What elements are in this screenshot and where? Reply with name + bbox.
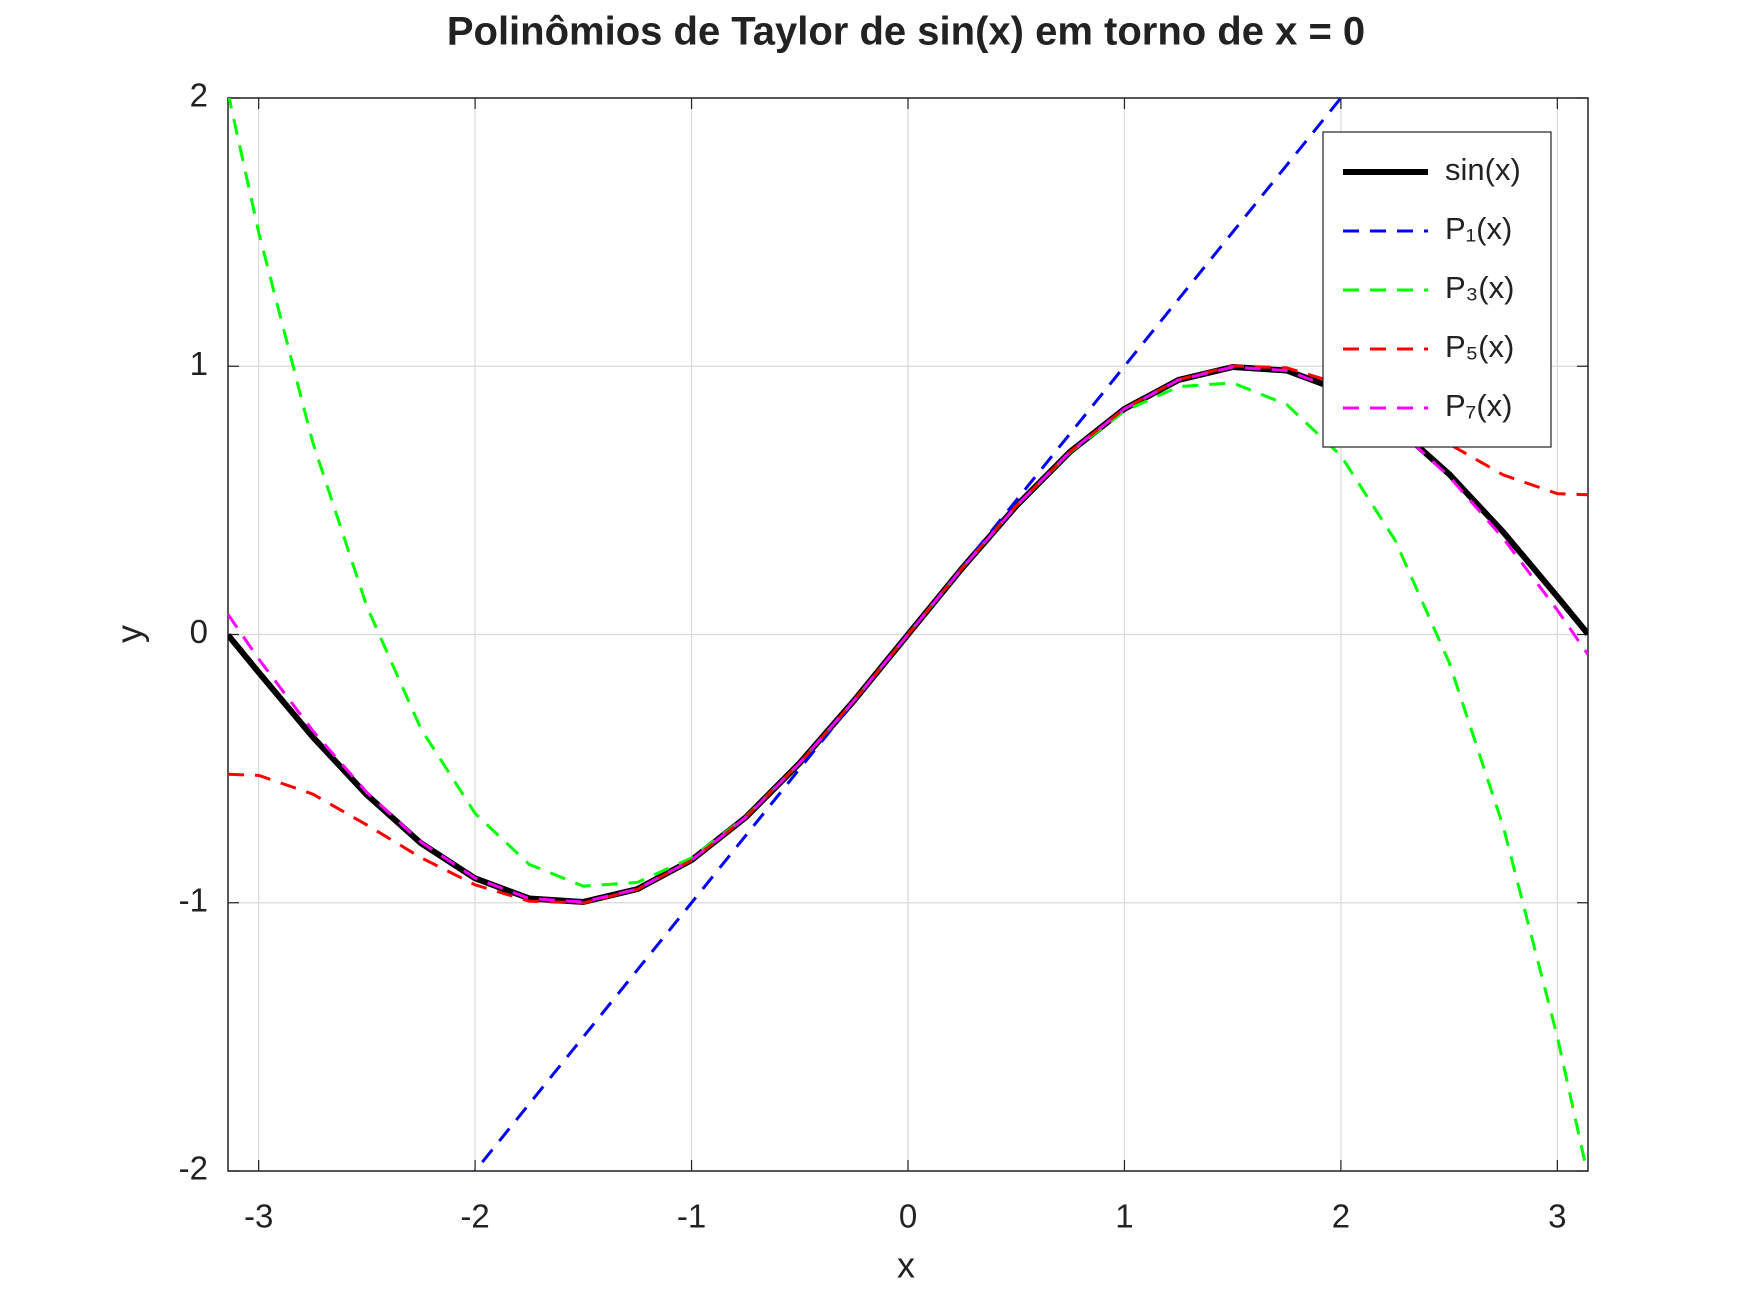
x-tick-label: -3 <box>244 1198 273 1235</box>
y-tick-label: 0 <box>190 613 208 650</box>
legend-box <box>1322 131 1552 448</box>
legend-label: P₅(x) <box>1445 329 1514 364</box>
legend-label: P₃(x) <box>1445 270 1514 305</box>
x-tick-label: -2 <box>460 1198 489 1235</box>
legend-label: P₇(x) <box>1445 388 1512 423</box>
y-tick-label: 1 <box>190 345 208 382</box>
y-tick-label: -1 <box>179 881 208 918</box>
x-tick-label: 2 <box>1332 1198 1350 1235</box>
series-line <box>228 364 1588 905</box>
x-tick-label: 1 <box>1115 1198 1133 1235</box>
x-axis-label: x <box>897 1245 915 1286</box>
chart-title: Polinômios de Taylor de sin(x) em torno … <box>447 10 1365 54</box>
legend-label: P₁(x) <box>1445 211 1512 246</box>
x-tick-label: 0 <box>899 1198 917 1235</box>
x-tick-label: 3 <box>1548 1198 1566 1235</box>
plot-frame <box>227 97 1589 1172</box>
y-tick-label: -2 <box>179 1150 208 1187</box>
y-axis-label: y <box>109 625 150 643</box>
y-tick-label: 2 <box>190 77 208 114</box>
legend-label: sin(x) <box>1445 152 1521 187</box>
x-tick-label: -1 <box>677 1198 706 1235</box>
